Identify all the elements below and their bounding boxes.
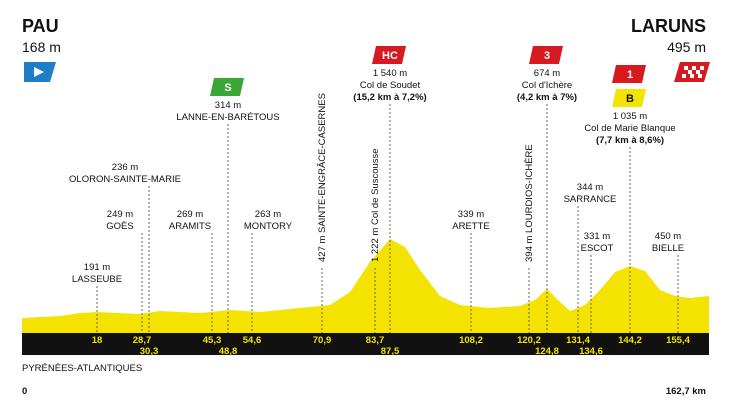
place-name: ARETTE xyxy=(452,221,489,232)
place-name: Col d'Ichère xyxy=(522,80,572,91)
category-badge xyxy=(612,89,646,107)
altitude: 191 m xyxy=(84,262,110,273)
altitude: 249 m xyxy=(107,209,133,220)
place-name: ARAMITS xyxy=(169,221,211,232)
km-label: 155,4 xyxy=(666,335,690,346)
altitude: 674 m xyxy=(534,68,560,79)
category-badge xyxy=(612,65,646,83)
profile xyxy=(22,239,709,333)
km-label: 45,3 xyxy=(203,335,222,346)
finish-flag xyxy=(674,62,710,82)
finish-altitude: 495 m xyxy=(667,39,706,55)
altitude: 1 540 m xyxy=(373,68,407,79)
place-name: LANNE-EN-BARÉTOUS xyxy=(176,112,279,123)
altitude: 339 m xyxy=(458,209,484,220)
region: PYRÉNÉES-ATLANTIQUES xyxy=(22,363,142,374)
distance-end: 162,7 km xyxy=(666,386,706,397)
badge-text: HC xyxy=(382,50,398,62)
finish-name: LARUNS xyxy=(631,16,706,36)
km-label: 108,2 xyxy=(459,335,483,346)
category-badge xyxy=(529,46,563,64)
altitude: 344 m xyxy=(577,182,603,193)
place-name: Col de Soudet xyxy=(360,80,421,91)
badge-text: 1 xyxy=(627,69,633,81)
category-badge xyxy=(210,78,244,96)
vertical-label: 427 m SAINTE-ENGRÂCE-CASERNES xyxy=(317,93,328,262)
place-name: Col de Suscousse xyxy=(370,148,381,225)
place-name: LASSEUBE xyxy=(72,274,122,285)
km-label: 144,2 xyxy=(618,335,642,346)
place-name: ESCOT xyxy=(581,243,614,254)
altitude: 450 m xyxy=(655,231,681,242)
altitude: 331 m xyxy=(584,231,610,242)
place-name: MONTORY xyxy=(244,221,293,232)
badge-text: 3 xyxy=(544,50,550,62)
place-name: LOURDIOS-ICHÈRE xyxy=(524,144,535,233)
place-name: SARRANCE xyxy=(564,194,617,205)
altitude: 1 035 m xyxy=(613,111,647,122)
place-name: GOÈS xyxy=(106,221,133,232)
badge-text: S xyxy=(224,82,231,94)
km-label: 28,7 xyxy=(133,335,152,346)
km-label: 70,9 xyxy=(313,335,332,346)
km-label: 131,4 xyxy=(566,335,590,346)
altitude: 1 222 m xyxy=(370,228,381,262)
place-name: OLORON-SAINTE-MARIE xyxy=(69,174,181,185)
km-label: 83,7 xyxy=(366,335,385,346)
km-label: 30,3 xyxy=(140,346,159,357)
vertical-label: 1 222 m Col de Suscousse xyxy=(370,148,381,262)
climb-detail: (15,2 km à 7,2%) xyxy=(353,92,426,103)
altitude: 394 m xyxy=(524,236,535,262)
place-name: SAINTE-ENGRÂCE-CASERNES xyxy=(317,93,328,233)
place-name: BIELLE xyxy=(652,243,684,254)
km-bar xyxy=(22,333,709,355)
km-label: 120,2 xyxy=(517,335,541,346)
km-label: 134,6 xyxy=(579,346,603,357)
altitude: 263 m xyxy=(255,209,281,220)
vertical-label: 394 m LOURDIOS-ICHÈRE xyxy=(524,144,535,262)
climb-detail: (7,7 km à 8,6%) xyxy=(596,135,664,146)
km-label: 87,5 xyxy=(381,346,400,357)
km-label: 124,8 xyxy=(535,346,559,357)
start-altitude: 168 m xyxy=(22,39,61,55)
category-badge xyxy=(372,46,406,64)
climb-detail: (4,2 km à 7%) xyxy=(517,92,577,103)
place-name: Col de Marie Blanque xyxy=(584,123,675,134)
km-label: 18 xyxy=(92,335,103,346)
km-label: 54,6 xyxy=(243,335,262,346)
altitude: 236 m xyxy=(112,162,138,173)
start-arrow xyxy=(34,67,44,77)
start-name: PAU xyxy=(22,16,59,36)
altitude: 314 m xyxy=(215,100,241,111)
badge-text: B xyxy=(626,93,634,105)
altitude: 427 m xyxy=(317,236,328,262)
km-label: 48,8 xyxy=(219,346,238,357)
altitude: 269 m xyxy=(177,209,203,220)
distance-start: 0 xyxy=(22,386,27,397)
